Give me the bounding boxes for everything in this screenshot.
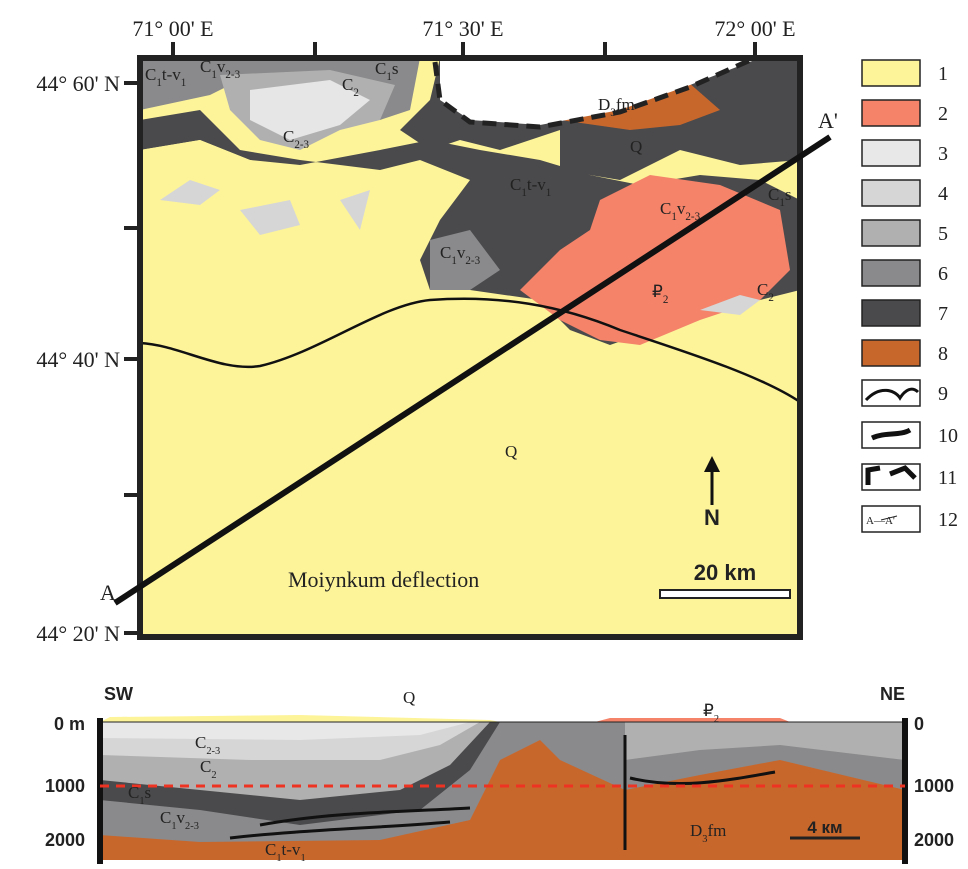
unit-label-part: t-v bbox=[527, 175, 546, 194]
unit-label-part: ₽ bbox=[652, 282, 663, 301]
depth-label: 2000 bbox=[45, 830, 85, 850]
y-label: 44° 40' N bbox=[36, 347, 120, 372]
unit-label-part: Q bbox=[630, 137, 642, 156]
unit-label-part: D bbox=[598, 95, 610, 114]
unit-label-part: 2 bbox=[768, 292, 774, 304]
x-label: 71° 30' E bbox=[422, 16, 503, 41]
legend-label: 11 bbox=[938, 467, 957, 489]
unit-label-part: C bbox=[757, 280, 768, 299]
unit-label-part: 1 bbox=[300, 853, 305, 864]
unit-label-part: 1 bbox=[181, 77, 187, 89]
unit-label-part: C bbox=[768, 185, 779, 204]
unit-label-part: ₽ bbox=[703, 701, 714, 720]
unit-label-part: D bbox=[690, 821, 702, 840]
legend-label: 4 bbox=[938, 183, 948, 205]
y-label: 44° 60' N bbox=[36, 71, 120, 96]
unit-label-part: 2-3 bbox=[225, 69, 240, 81]
unit-label-part: C bbox=[200, 757, 211, 776]
legend-label: 5 bbox=[938, 223, 948, 245]
x-label: 71° 00' E bbox=[132, 16, 213, 41]
unit-label-part: 2 bbox=[353, 87, 359, 99]
unit-label-part: 2-3 bbox=[185, 821, 199, 832]
unit-label-part: C bbox=[200, 57, 211, 76]
unit-label-part: 2 bbox=[211, 770, 216, 781]
unit-label-part: s bbox=[145, 783, 152, 802]
unit-label-part: t-v bbox=[162, 65, 181, 84]
legend-label: 6 bbox=[938, 263, 948, 285]
section-side: NE bbox=[880, 684, 905, 704]
unit-label-part: C bbox=[440, 243, 451, 262]
legend-label: 10 bbox=[938, 425, 958, 447]
legend-sample: A—A' bbox=[866, 515, 895, 527]
legend-label: 9 bbox=[938, 383, 948, 405]
section-end: A' bbox=[818, 108, 838, 133]
unit-label-part: C bbox=[660, 199, 671, 218]
unit-label-part: fm bbox=[707, 821, 726, 840]
unit-label-part: 2-3 bbox=[206, 746, 220, 757]
unit-label-part: 1 bbox=[546, 187, 552, 199]
legend-label: 7 bbox=[938, 303, 948, 325]
legend-label: 3 bbox=[938, 143, 948, 165]
unit-label-part: s bbox=[392, 59, 399, 78]
place-label: Moiynkum deflection bbox=[288, 567, 479, 592]
legend-label: 2 bbox=[938, 103, 948, 125]
unit-label-part: 2-3 bbox=[294, 139, 309, 151]
unit-label: Q bbox=[630, 137, 642, 156]
unit-label-part: s bbox=[785, 185, 792, 204]
north-label: N bbox=[704, 505, 720, 530]
section-end: A bbox=[100, 580, 116, 605]
depth-label: 2000 bbox=[914, 830, 954, 850]
unit-label: Q bbox=[505, 442, 517, 461]
unit-label-part: C bbox=[375, 59, 386, 78]
unit-label-part: Q bbox=[403, 688, 415, 707]
depth-label: 0 m bbox=[54, 714, 85, 734]
legend-label: 8 bbox=[938, 343, 948, 365]
scale-label: 4 км bbox=[807, 818, 842, 837]
unit-label-part: Q bbox=[505, 442, 517, 461]
y-label: 44° 20' N bbox=[36, 621, 120, 646]
unit-label-part: 2 bbox=[663, 294, 669, 306]
unit-label-part: C bbox=[160, 808, 171, 827]
map-body bbox=[140, 58, 800, 637]
depth-label: 0 bbox=[914, 714, 924, 734]
depth-label: 1000 bbox=[45, 776, 85, 796]
unit-label-part: t-v bbox=[282, 840, 301, 859]
unit-label-part: 2 bbox=[714, 714, 719, 725]
unit-label-part: C bbox=[265, 840, 276, 859]
unit-label-part: C bbox=[510, 175, 521, 194]
unit-label-part: 2-3 bbox=[685, 211, 700, 223]
unit-label-part: 2-3 bbox=[465, 255, 480, 267]
legend-label: 12 bbox=[938, 509, 958, 531]
page: 71° 00' E 71° 30' E 72° 00' E 44° 60' N … bbox=[0, 0, 968, 864]
unit-label: Q bbox=[403, 688, 415, 707]
unit-label-part: C bbox=[283, 127, 294, 146]
unit-label-part: C bbox=[195, 733, 206, 752]
unit-label-part: C bbox=[342, 75, 353, 94]
depth-label: 1000 bbox=[914, 776, 954, 796]
unit-label-part: fm bbox=[616, 95, 635, 114]
x-label: 72° 00' E bbox=[714, 16, 795, 41]
legend-label: 1 bbox=[938, 63, 948, 85]
section-body bbox=[100, 715, 905, 862]
section-side: SW bbox=[104, 684, 133, 704]
unit-label-part: C bbox=[145, 65, 156, 84]
scale-label: 20 km bbox=[694, 560, 756, 585]
unit-label-part: C bbox=[128, 783, 139, 802]
